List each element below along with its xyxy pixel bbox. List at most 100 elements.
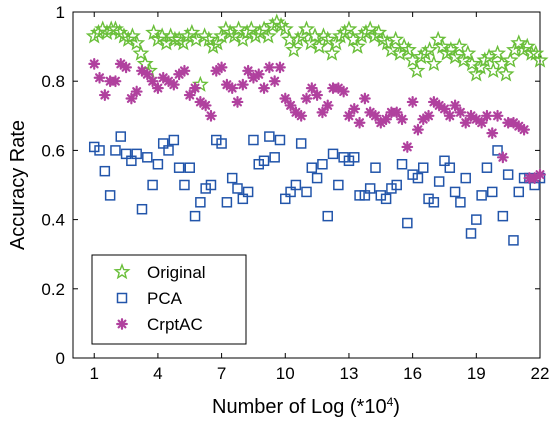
y-tick-label: 0.6 xyxy=(41,141,65,160)
series-original xyxy=(85,13,549,92)
data-point xyxy=(120,61,132,74)
data-point xyxy=(279,92,292,105)
data-point xyxy=(205,109,217,122)
data-point xyxy=(433,176,445,187)
data-point xyxy=(189,210,201,222)
data-point xyxy=(497,65,515,82)
data-point xyxy=(422,109,435,122)
x-tick-label: 7 xyxy=(217,364,226,383)
data-point xyxy=(349,152,360,163)
data-point xyxy=(429,30,447,47)
x-tick-label: 19 xyxy=(467,364,486,383)
data-point xyxy=(421,41,439,58)
data-point xyxy=(179,179,190,191)
data-point xyxy=(274,61,286,74)
data-point xyxy=(136,203,148,215)
data-point xyxy=(522,44,541,61)
data-point xyxy=(297,20,316,37)
data-point xyxy=(146,75,159,88)
data-point xyxy=(361,20,379,37)
data-point xyxy=(183,89,196,101)
data-point xyxy=(408,61,426,79)
data-point xyxy=(174,34,192,51)
data-point xyxy=(253,158,264,170)
data-point xyxy=(467,65,485,82)
data-point xyxy=(370,162,381,173)
data-point xyxy=(343,155,355,167)
data-point xyxy=(123,27,141,44)
data-point xyxy=(491,109,504,122)
data-point xyxy=(242,186,254,198)
legend-label-original: Original xyxy=(147,263,206,282)
data-point xyxy=(322,210,333,222)
x-axis-title-main: Number of Log (*10 xyxy=(212,396,387,418)
x-axis-title: Number of Log (*104) xyxy=(212,395,400,418)
data-point xyxy=(225,27,243,44)
data-point xyxy=(459,44,477,61)
y-tick-label: 1 xyxy=(56,3,65,22)
data-point xyxy=(163,145,174,156)
data-point xyxy=(93,71,106,84)
data-point xyxy=(258,82,270,95)
data-point xyxy=(195,197,206,208)
legend-marker xyxy=(113,263,131,280)
data-point xyxy=(131,148,142,160)
data-point xyxy=(285,41,303,58)
data-point xyxy=(152,82,164,95)
data-point xyxy=(88,57,101,70)
series-crptac xyxy=(88,57,546,184)
data-point xyxy=(252,68,265,81)
data-point xyxy=(189,82,201,95)
data-point xyxy=(323,44,341,61)
data-point xyxy=(157,138,169,149)
data-point xyxy=(369,109,382,122)
data-point xyxy=(433,37,451,54)
data-point xyxy=(531,51,549,68)
data-point xyxy=(333,179,344,191)
data-point xyxy=(216,138,227,149)
data-point xyxy=(132,44,150,61)
data-point xyxy=(300,92,313,105)
data-point xyxy=(120,148,132,160)
data-point xyxy=(438,102,451,115)
x-tick-label: 16 xyxy=(403,364,422,383)
data-point xyxy=(94,145,105,156)
data-point xyxy=(475,116,488,129)
y-tick-label: 0.2 xyxy=(41,280,65,299)
data-point xyxy=(497,210,509,222)
x-tick-label: 22 xyxy=(531,364,550,383)
data-point xyxy=(126,155,137,167)
data-point xyxy=(183,23,201,40)
data-point xyxy=(348,102,361,115)
x-tick-label: 10 xyxy=(276,364,295,383)
data-point xyxy=(391,179,402,191)
data-point xyxy=(455,51,473,68)
data-point xyxy=(472,58,490,75)
legend-label-pca: PCA xyxy=(147,289,183,308)
data-point xyxy=(406,96,419,108)
data-point xyxy=(412,123,424,136)
data-point xyxy=(513,186,525,198)
data-point xyxy=(433,99,446,112)
data-point xyxy=(263,61,276,74)
data-point xyxy=(285,186,296,198)
data-point xyxy=(399,41,417,58)
data-point xyxy=(264,131,275,142)
data-point xyxy=(152,158,164,170)
data-point xyxy=(489,44,507,61)
data-point xyxy=(412,172,424,184)
data-point xyxy=(141,68,154,81)
data-point xyxy=(401,141,414,153)
data-point xyxy=(168,134,180,146)
data-point xyxy=(301,186,312,198)
data-point xyxy=(226,82,239,95)
data-point xyxy=(295,109,308,122)
data-point xyxy=(166,30,184,47)
data-point xyxy=(258,155,270,167)
data-point xyxy=(486,127,499,139)
x-tick-label: 4 xyxy=(153,364,162,383)
data-point xyxy=(316,106,329,119)
data-point xyxy=(443,109,456,122)
data-point xyxy=(423,193,434,205)
data-point xyxy=(302,34,320,51)
